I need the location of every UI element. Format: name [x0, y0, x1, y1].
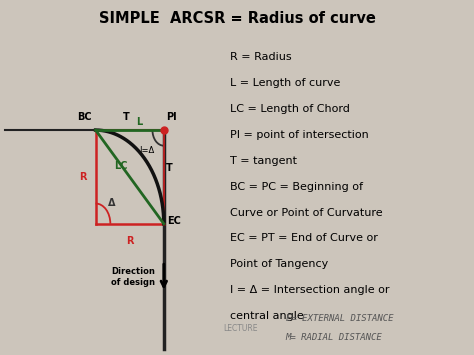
Text: EC: EC [167, 216, 181, 226]
Text: SIMPLE  ARCSR = Radius of curve: SIMPLE ARCSR = Radius of curve [99, 11, 375, 26]
Text: T = tangent: T = tangent [230, 156, 297, 166]
Text: BC: BC [77, 112, 91, 122]
Text: LC: LC [114, 161, 128, 171]
Text: L: L [137, 117, 143, 127]
Text: central angle: central angle [230, 311, 304, 321]
Text: Point of Tangency: Point of Tangency [230, 260, 328, 269]
Text: R: R [126, 236, 134, 246]
Text: I = Δ = Intersection angle or: I = Δ = Intersection angle or [230, 285, 390, 295]
Text: BC = PC = Beginning of: BC = PC = Beginning of [230, 182, 363, 192]
Text: Direction
of design: Direction of design [111, 267, 155, 286]
Text: Δ: Δ [108, 198, 115, 208]
Text: R: R [79, 172, 86, 182]
Text: Curve or Point of Curvature: Curve or Point of Curvature [230, 208, 383, 218]
Text: LECTURE: LECTURE [223, 324, 257, 333]
Text: R = Radius: R = Radius [230, 52, 292, 62]
Text: LC = Length of Chord: LC = Length of Chord [230, 104, 350, 114]
Text: M= RADIAL DISTANCE: M= RADIAL DISTANCE [285, 333, 383, 342]
Text: L = Length of curve: L = Length of curve [230, 78, 341, 88]
Text: E= EXTERNAL DISTANCE: E= EXTERNAL DISTANCE [285, 315, 393, 323]
Text: T: T [123, 112, 130, 122]
Text: I=Δ: I=Δ [139, 146, 155, 155]
Text: PI: PI [166, 112, 177, 122]
Text: EC = PT = End of Curve or: EC = PT = End of Curve or [230, 234, 378, 244]
Text: PI = point of intersection: PI = point of intersection [230, 130, 369, 140]
Text: T: T [166, 163, 173, 173]
